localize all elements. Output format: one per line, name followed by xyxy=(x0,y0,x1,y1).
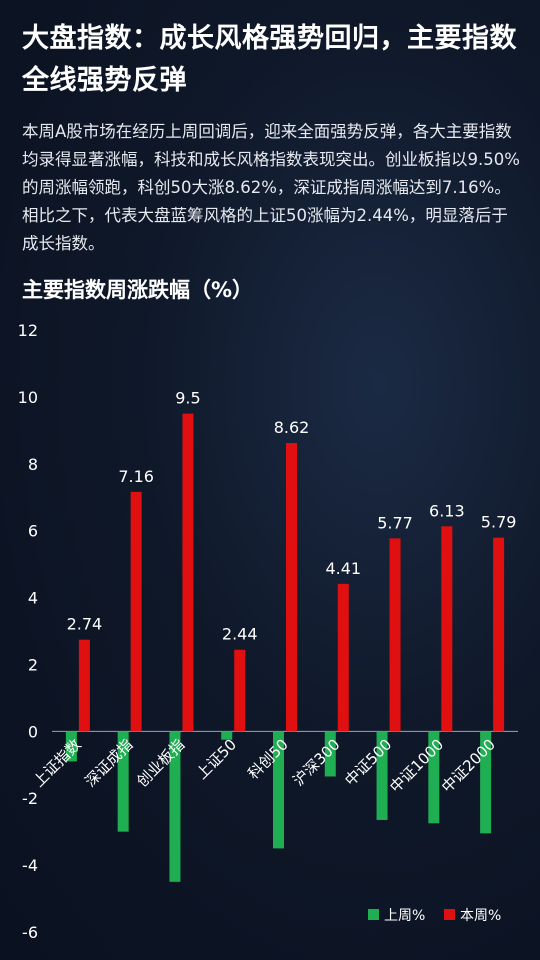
data-label: 5.79 xyxy=(481,513,517,532)
y-tick-label: 2 xyxy=(28,655,38,674)
bar-this-week xyxy=(182,413,194,732)
y-tick-label: -2 xyxy=(22,789,38,808)
bar-this-week xyxy=(441,526,453,732)
chart-title: 主要指数周涨跌幅（%） xyxy=(22,278,254,302)
data-label: 9.5 xyxy=(175,389,200,408)
y-tick-label: 6 xyxy=(28,522,38,541)
y-tick-label: 10 xyxy=(18,388,38,407)
legend-swatch xyxy=(368,909,379,920)
bar-this-week xyxy=(130,491,142,732)
category-label: 上证指数 xyxy=(30,735,85,790)
bar-this-week xyxy=(234,649,246,732)
data-label: 5.77 xyxy=(377,513,413,532)
y-tick-label: 0 xyxy=(28,722,38,741)
y-tick-label: 4 xyxy=(28,589,38,608)
category-label: 科创50 xyxy=(244,735,291,782)
bar-last-week xyxy=(376,731,388,820)
bar-last-week xyxy=(480,731,492,834)
bar-this-week xyxy=(78,639,90,732)
bar-last-week xyxy=(65,731,77,762)
data-label: 6.13 xyxy=(429,501,465,520)
y-tick-label: 8 xyxy=(28,455,38,474)
headline: 大盘指数：成长风格强势回归，主要指数全线强势反弹 xyxy=(22,23,517,96)
data-label: 8.62 xyxy=(274,418,310,437)
data-label: 7.16 xyxy=(118,467,154,486)
bar-this-week xyxy=(389,538,401,732)
bar-this-week xyxy=(286,443,297,732)
bar-last-week xyxy=(428,731,440,824)
y-tick-label: -6 xyxy=(22,923,38,942)
legend-swatch xyxy=(444,909,455,920)
bar-last-week xyxy=(324,731,336,777)
data-label: 4.41 xyxy=(325,559,361,578)
intro-paragraph: 本周A股市场在经历上周回调后，迎来全面强势反弹，各大主要指数均录得显著涨幅，科技… xyxy=(22,122,520,253)
y-tick-label: 12 xyxy=(18,321,38,340)
bar-last-week xyxy=(169,731,181,882)
data-label: 2.74 xyxy=(67,615,103,634)
data-label: 2.44 xyxy=(222,625,258,644)
legend-label: 上周% xyxy=(384,908,425,924)
legend-label: 本周% xyxy=(460,908,501,924)
y-tick-label: -4 xyxy=(22,856,38,875)
bar-this-week xyxy=(337,583,349,732)
bar-this-week xyxy=(493,537,505,732)
category-label: 上证50 xyxy=(193,735,240,782)
bar-last-week xyxy=(273,731,284,849)
bar-last-week xyxy=(117,731,129,832)
bar-last-week xyxy=(221,731,233,740)
